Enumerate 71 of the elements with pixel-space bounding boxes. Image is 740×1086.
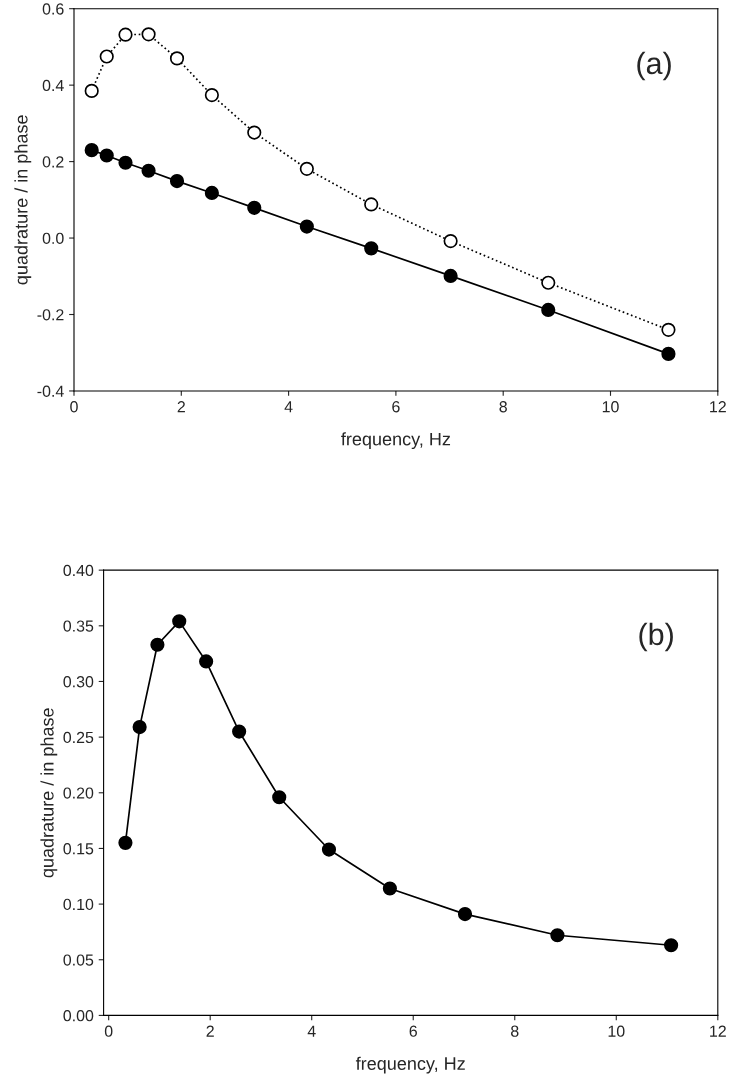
- point: [661, 346, 676, 361]
- point: [232, 724, 247, 739]
- x-tick-label: 6: [392, 401, 400, 413]
- point: [457, 907, 473, 922]
- x-tick-label: 12: [710, 401, 726, 413]
- y-tick-label: -0.4: [37, 385, 64, 397]
- point: [99, 148, 114, 163]
- y-axis-title: quadrature / in phase: [40, 708, 58, 878]
- x-tick-label: 6: [409, 1025, 417, 1037]
- point: [299, 219, 314, 234]
- point: [118, 155, 133, 170]
- point: [199, 654, 214, 669]
- x-tick-label: 2: [206, 1025, 214, 1037]
- y-tick-label: 0.05: [63, 954, 94, 966]
- point: [99, 49, 114, 64]
- point: [204, 185, 219, 201]
- point: [661, 322, 676, 337]
- y-tick-label: 0.0: [42, 232, 64, 244]
- x-tick-label: 0: [104, 1025, 113, 1037]
- y-tick-label: 0.25: [63, 731, 94, 744]
- point: [541, 275, 556, 290]
- x-axis-title: frequency, Hz: [341, 432, 451, 450]
- x-tick-label: 10: [602, 401, 619, 413]
- y-tick-label: 0.2: [42, 156, 64, 168]
- y-tick-label: 0.20: [63, 787, 94, 799]
- y-tick-label: 0.10: [63, 898, 94, 911]
- y-tick-label: 0.6: [42, 3, 64, 15]
- y-tick-label: -0.2: [37, 309, 64, 321]
- y-tick-label: 0.15: [63, 843, 94, 855]
- point: [84, 83, 99, 98]
- point: [364, 197, 379, 212]
- point: [272, 790, 287, 805]
- point: [382, 881, 397, 896]
- x-tick-label: 8: [511, 1025, 519, 1037]
- point: [132, 720, 147, 735]
- point: [443, 268, 458, 283]
- x-tick-label: 4: [284, 401, 293, 413]
- point: [541, 302, 556, 318]
- point: [204, 87, 219, 103]
- x-tick-label: 2: [177, 401, 185, 413]
- point: [118, 27, 133, 42]
- x-tick-label: 12: [710, 1025, 726, 1037]
- point: [84, 143, 99, 158]
- point: [172, 614, 187, 629]
- point: [247, 200, 262, 215]
- y-axis-title: quadrature / in phase: [14, 115, 32, 285]
- point: [299, 161, 314, 176]
- y-tick-label: 0.30: [63, 676, 94, 688]
- x-tick-label: 0: [70, 401, 78, 413]
- point: [118, 835, 133, 850]
- x-tick-label: 10: [608, 1025, 625, 1037]
- annotation: (a): [637, 51, 671, 81]
- point: [247, 125, 262, 140]
- point: [150, 637, 165, 652]
- point: [141, 27, 156, 42]
- annotation: (b): [639, 622, 673, 652]
- point: [664, 938, 679, 953]
- point: [364, 241, 379, 256]
- y-tick-label: 0.40: [63, 564, 94, 577]
- y-tick-label: 0.00: [63, 1010, 94, 1022]
- x-tick-label: 8: [499, 401, 507, 413]
- y-tick-label: 0.35: [63, 620, 94, 632]
- y-tick-label: 0.4: [42, 79, 64, 92]
- point: [169, 174, 185, 189]
- point: [169, 51, 185, 66]
- x-axis-title: frequency, Hz: [355, 1056, 465, 1074]
- x-tick-label: 4: [307, 1025, 316, 1037]
- point: [443, 234, 458, 249]
- point: [550, 928, 565, 943]
- point: [141, 163, 156, 178]
- point: [321, 842, 337, 857]
